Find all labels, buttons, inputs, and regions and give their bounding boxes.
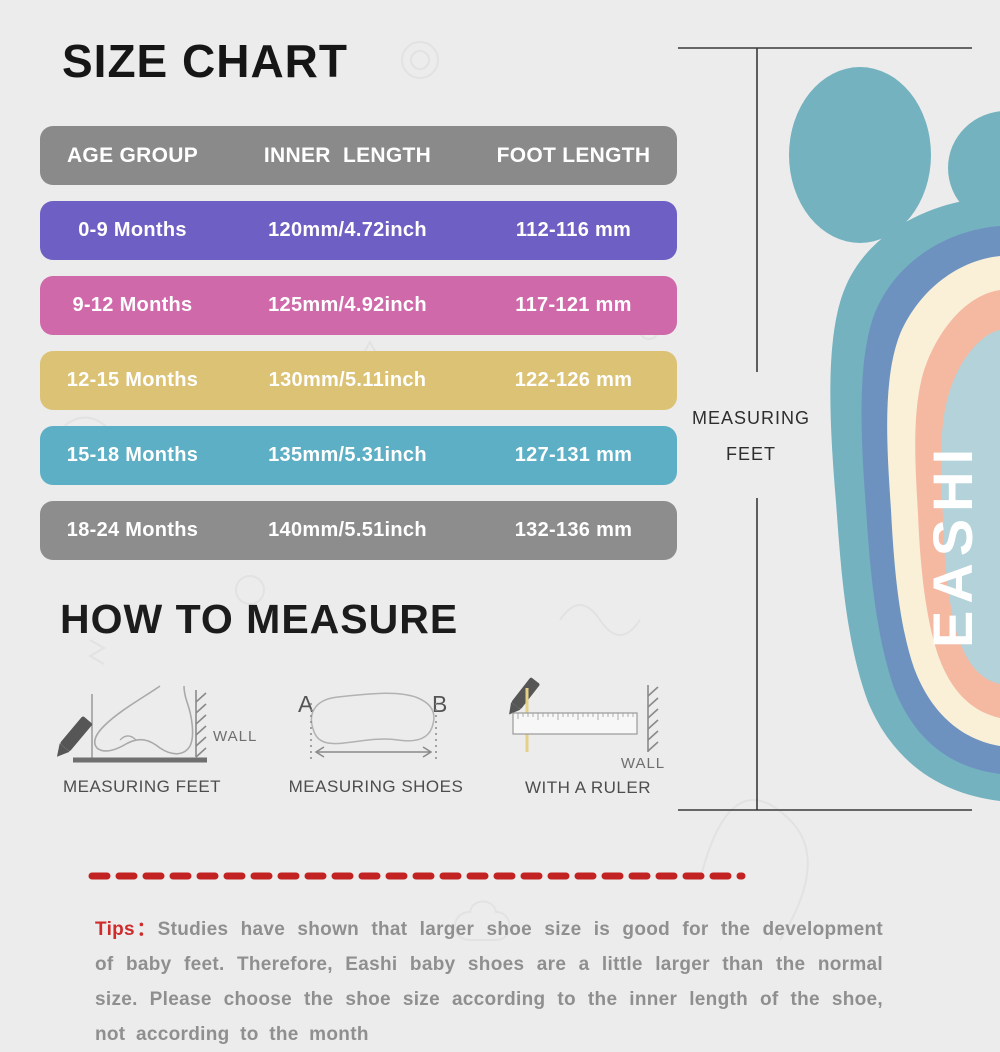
- wall-label: WALL: [213, 728, 257, 745]
- table-row: 18-24 Months 140mm/5.51inch 132-136 mm: [40, 501, 677, 560]
- tips-paragraph: Tips：Studies have shown that larger shoe…: [95, 912, 883, 1052]
- illustration-layer: EASHI WALL MEASURING FEET: [56, 47, 1000, 880]
- foot-length-cell: 117-121 mm: [515, 294, 632, 316]
- shoe-sole-outline: [310, 692, 435, 745]
- measuring-frame: [678, 47, 972, 811]
- how-to-measure-title: HOW TO MEASURE: [60, 596, 459, 642]
- inner-length-cell: 130mm/5.11inch: [268, 369, 427, 391]
- measuring-feet-label-line1: MEASURING: [691, 408, 810, 428]
- point-b-label: B: [432, 691, 447, 717]
- foot-length-cell: 132-136 mm: [514, 519, 633, 541]
- wall-hatch: [647, 685, 659, 752]
- foot-length-cell: 112-116 mm: [515, 219, 632, 241]
- foot-layer-inner: [941, 330, 1000, 684]
- wall-hatch: [195, 690, 207, 758]
- page-title: SIZE CHART: [62, 35, 348, 87]
- footprint-illustration: EASHI: [789, 67, 1000, 801]
- big-toe-shape: [789, 67, 931, 243]
- point-a-label: A: [298, 691, 314, 717]
- inner-length-cell: 135mm/5.31inch: [268, 444, 427, 466]
- foot-arch-line: [119, 735, 137, 741]
- diagram-caption: WITH A RULER: [525, 778, 651, 797]
- diagram-caption: MEASURING SHOES: [289, 777, 464, 796]
- table-row: 9-12 Months 125mm/4.92inch 117-121 mm: [40, 276, 677, 335]
- diagram-measuring-shoes: A B MEASURING SHOES: [289, 691, 464, 796]
- measuring-feet-label: MEASURING FEET: [676, 400, 826, 472]
- diagram-caption: MEASURING FEET: [63, 777, 221, 796]
- age-cell: 15-18 Months: [66, 444, 199, 466]
- tips-text: Studies have shown that larger shoe size…: [95, 919, 883, 1045]
- measuring-feet-label-line2: FEET: [725, 444, 776, 464]
- table-row: 15-18 Months 135mm/5.31inch 127-131 mm: [40, 426, 677, 485]
- tips-label: Tips：: [95, 919, 158, 940]
- page: EASHI WALL MEASURING FEET: [40, 35, 1000, 1045]
- header-foot-length: FOOT LENGTH: [496, 143, 651, 167]
- size-chart-table: AGE GROUP INNER LENGTH FOOT LENGTH 0-9 M…: [40, 126, 677, 576]
- wall-label: WALL: [621, 755, 665, 772]
- inner-length-cell: 140mm/5.51inch: [268, 519, 427, 541]
- second-toe-shape: [948, 111, 1000, 225]
- diagram-measuring-feet: WALL MEASURING FEET: [56, 685, 257, 796]
- pencil-icon: [509, 677, 540, 715]
- age-cell: 0-9 Months: [78, 219, 187, 241]
- inner-length-cell: 125mm/4.92inch: [268, 294, 427, 316]
- foot-profile-sketch: [94, 685, 194, 755]
- length-arrow: [314, 746, 433, 758]
- table-header-row: AGE GROUP INNER LENGTH FOOT LENGTH: [40, 126, 677, 185]
- header-inner-length: INNER LENGTH: [263, 143, 432, 167]
- pencil-icon: [56, 716, 92, 757]
- header-age-group: AGE GROUP: [66, 143, 199, 167]
- inner-length-cell: 120mm/4.72inch: [268, 219, 427, 241]
- age-cell: 18-24 Months: [66, 519, 199, 541]
- diagram-with-a-ruler: WALL WITH A RULER: [509, 677, 665, 797]
- foot-length-cell: 127-131 mm: [514, 444, 633, 466]
- age-cell: 9-12 Months: [72, 294, 193, 316]
- table-row: 12-15 Months 130mm/5.11inch 122-126 mm: [40, 351, 677, 410]
- table-row: 0-9 Months 120mm/4.72inch 112-116 mm: [40, 201, 677, 260]
- brand-text: EASHI: [921, 442, 984, 648]
- ruler-icon: [512, 712, 638, 735]
- foot-length-cell: 122-126 mm: [514, 369, 633, 391]
- age-cell: 12-15 Months: [66, 369, 199, 391]
